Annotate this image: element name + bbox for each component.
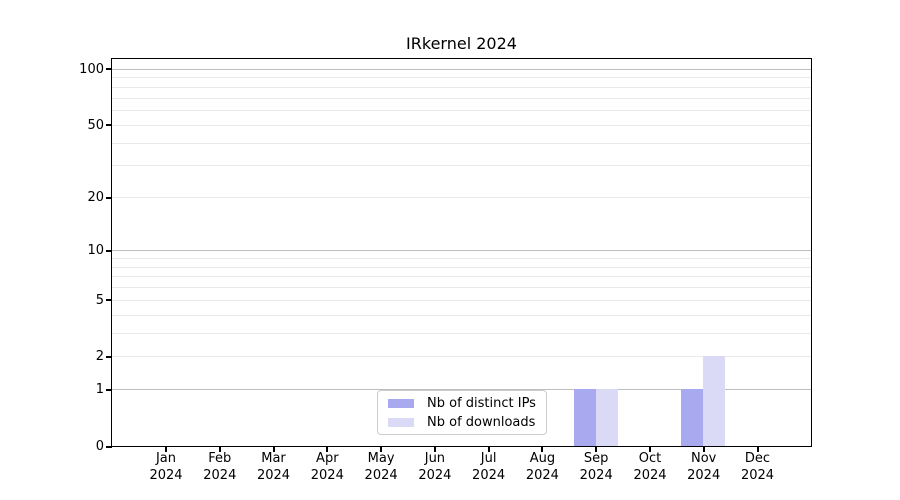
y-tick-mark [106, 196, 112, 199]
major-gridline [112, 250, 811, 252]
x-tick-label: Mar 2024 [256, 451, 291, 483]
bar-distinct-ips [573, 389, 596, 446]
bar-downloads [595, 389, 618, 446]
legend-row: Nb of downloads [388, 415, 536, 430]
x-tick-mark [380, 446, 383, 452]
y-tick-mark [106, 445, 112, 448]
minor-gridline [112, 276, 811, 278]
x-tick-mark [272, 446, 275, 452]
minor-gridline [112, 142, 811, 144]
x-tick-label: Sep 2024 [579, 451, 613, 483]
y-tick-mark [106, 388, 112, 391]
legend-swatch [388, 417, 414, 427]
x-tick-mark [649, 446, 651, 452]
legend: Nb of distinct IPs Nb of downloads [377, 390, 547, 435]
y-tick-label: 1 [95, 382, 104, 398]
x-tick-mark [541, 446, 544, 452]
x-tick-label: Aug 2024 [525, 451, 559, 483]
y-tick-label: 100 [79, 61, 104, 77]
x-tick-mark [433, 446, 436, 452]
chart-title: IRkernel 2024 [406, 34, 517, 53]
x-tick-label: Jan 2024 [149, 451, 183, 483]
bar-downloads [703, 356, 726, 446]
x-tick-mark [487, 446, 490, 452]
x-tick-mark [326, 446, 329, 452]
plot-area: Nb of distinct IPs Nb of downloads [111, 58, 812, 447]
y-tick-mark [106, 299, 112, 302]
y-tick-mark [106, 249, 112, 252]
legend-swatch [388, 398, 414, 408]
legend-label: Nb of downloads [427, 414, 536, 430]
x-tick-mark [595, 446, 598, 452]
minor-gridline [112, 332, 811, 334]
x-tick-label: Nov 2024 [687, 451, 721, 483]
x-tick-mark [218, 446, 221, 452]
minor-gridline [112, 197, 811, 199]
y-tick-mark [106, 124, 112, 127]
y-tick-label: 5 [95, 292, 104, 308]
x-tick-label: Jul 2024 [472, 451, 506, 483]
minor-gridline [112, 110, 811, 112]
x-tick-label: Feb 2024 [203, 451, 237, 483]
minor-gridline [112, 77, 811, 79]
legend-label: Nb of distinct IPs [427, 395, 536, 411]
y-tick-label: 20 [87, 190, 104, 206]
x-tick-mark [165, 446, 167, 452]
y-tick-mark [106, 68, 112, 71]
minor-gridline [112, 314, 811, 316]
minor-gridline [112, 124, 811, 126]
major-gridline [112, 68, 811, 70]
bar-distinct-ips [681, 389, 704, 446]
minor-gridline [112, 299, 811, 301]
minor-gridline [112, 287, 811, 288]
legend-row: Nb of distinct IPs [388, 396, 536, 411]
minor-gridline [112, 356, 811, 358]
minor-gridline [112, 86, 811, 88]
x-tick-mark [756, 446, 759, 452]
x-tick-mark [702, 446, 705, 452]
y-tick-label: 50 [87, 117, 104, 133]
y-tick-label: 0 [95, 439, 104, 454]
minor-gridline [112, 165, 811, 167]
y-tick-label: 10 [87, 243, 104, 259]
x-tick-label: Jun 2024 [418, 451, 452, 483]
x-tick-label: Apr 2024 [310, 451, 344, 483]
minor-gridline [112, 257, 811, 259]
x-tick-label: Dec 2024 [740, 451, 775, 483]
minor-gridline [112, 266, 811, 268]
y-tick-label: 2 [95, 349, 104, 365]
major-gridline [112, 389, 811, 391]
y-tick-mark [106, 355, 112, 358]
minor-gridline [112, 97, 811, 99]
x-tick-label: Oct 2024 [633, 451, 667, 483]
x-tick-label: May 2024 [364, 451, 398, 483]
